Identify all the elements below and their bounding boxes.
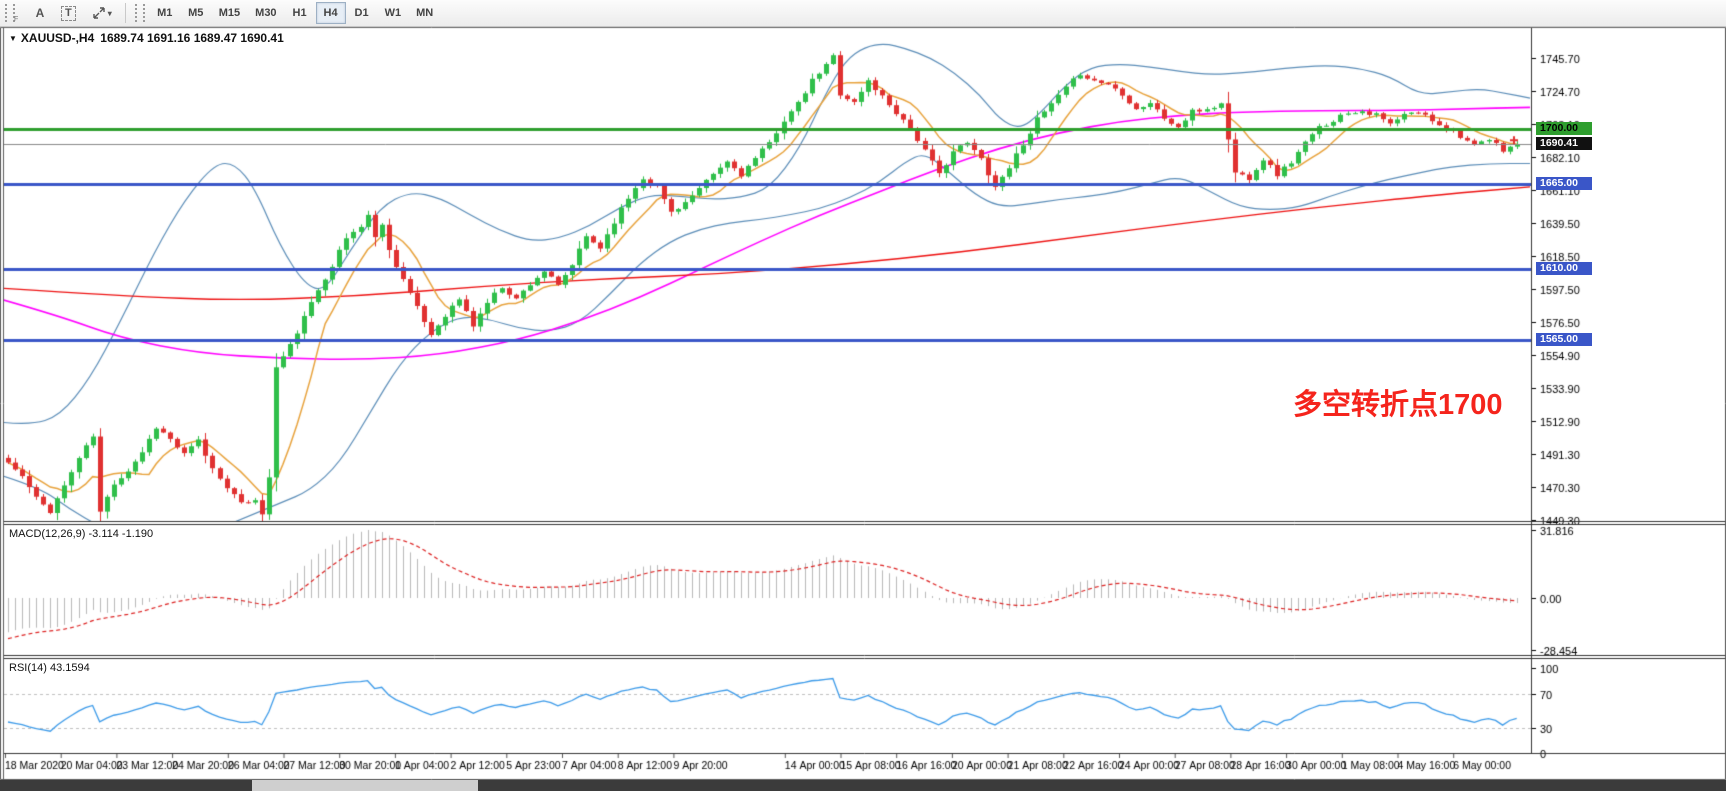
diagonal-arrows-icon: [93, 7, 105, 19]
text-tool-button[interactable]: A: [28, 3, 52, 24]
price-level-badge-1665-00: 1665.00: [1536, 176, 1592, 190]
text-label-icon: T: [61, 5, 76, 21]
timeframe-toolbar-handle-icon[interactable]: [134, 4, 145, 22]
dropdown-caret-icon: ▾: [107, 8, 112, 18]
chart-annotation-text: 多空转折点1700: [1293, 389, 1503, 421]
toolbar-f-label: F: [14, 15, 19, 23]
current-price-badge: 1690.41: [1536, 137, 1592, 151]
periodicity-toolbar: F A T ▾ M1 M5 M15 M30 H1 H4 D1 W1 MN: [0, 0, 1726, 27]
macd-values: -3.114 -1.190: [88, 528, 154, 540]
price-level-badge-1565-00: 1565.00: [1536, 332, 1592, 346]
timeframe-button-group: M1 M5 M15 M30 H1 H4 D1 W1 MN: [150, 2, 440, 24]
timeframe-button-w1[interactable]: W1: [378, 2, 409, 24]
horizontal-scrollbar[interactable]: [0, 780, 1726, 791]
text-tool-icon: A: [35, 6, 45, 20]
timeframe-button-m5[interactable]: M5: [181, 2, 211, 24]
text-label-tool-button[interactable]: T: [54, 3, 83, 24]
timeframe-button-mn[interactable]: MN: [409, 2, 440, 24]
timeframe-button-h1[interactable]: H1: [285, 2, 315, 24]
price-level-badge-1700-00: 1700.00: [1536, 122, 1592, 136]
timeframe-button-m15[interactable]: M15: [212, 2, 247, 24]
collapse-triangle-icon[interactable]: ▼: [9, 34, 17, 43]
chart-ohlc-quote: 1689.74 1691.16 1689.47 1690.41: [100, 31, 284, 45]
cursor-mode-button[interactable]: ▾: [85, 3, 119, 24]
scrollbar-thumb[interactable]: [252, 780, 478, 791]
macd-indicator-label: MACD(12,26,9) -3.114 -1.190: [9, 528, 153, 540]
price-level-badge-1610-00: 1610.00: [1536, 262, 1592, 276]
rsi-indicator-label: RSI(14) 43.1594: [9, 662, 90, 674]
timeframe-button-d1[interactable]: D1: [347, 2, 377, 24]
macd-name: MACD(12,26,9): [9, 528, 86, 540]
chart-title: ▼ XAUUSD-,H4 1689.74 1691.16 1689.47 1690.…: [9, 31, 284, 45]
toolbar-separator: [124, 3, 126, 23]
timeframe-button-m1[interactable]: M1: [150, 2, 180, 24]
rsi-name: RSI(14): [9, 662, 47, 674]
toolbar-drag-handle-icon[interactable]: [5, 4, 15, 22]
timeframe-button-m30[interactable]: M30: [248, 2, 283, 24]
rsi-value: 43.1594: [49, 662, 90, 674]
chart-symbol-period: XAUUSD-,H4: [20, 31, 95, 45]
timeframe-button-h4[interactable]: H4: [315, 2, 346, 24]
